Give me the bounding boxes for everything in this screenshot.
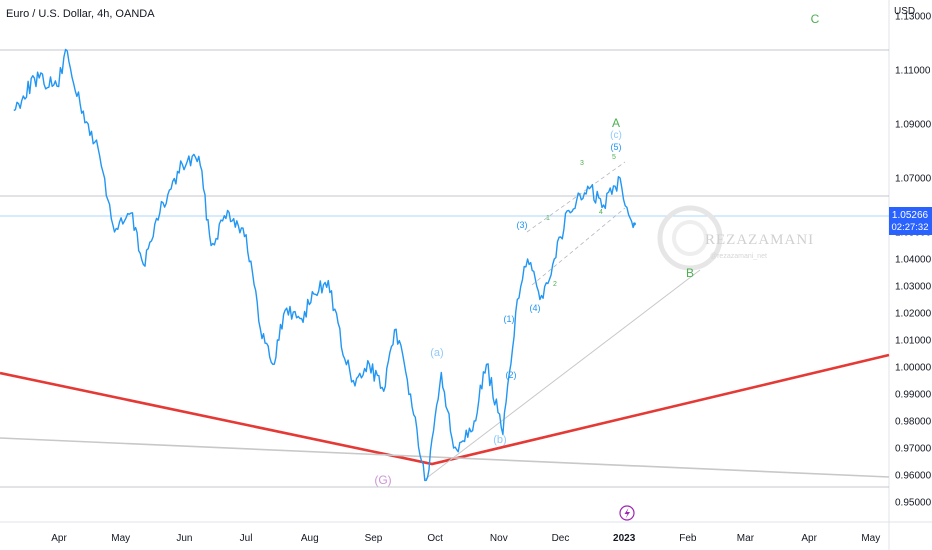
price-tick-label: 0.96000 xyxy=(895,471,932,482)
wave-label-4-paren: (4) xyxy=(530,303,541,313)
last-price-value: 1.05266 xyxy=(892,210,929,221)
time-tick-label: Feb xyxy=(679,533,697,544)
time-tick-label: Mar xyxy=(737,533,755,544)
plot-area xyxy=(0,0,889,522)
time-tick-label: Jul xyxy=(240,533,253,544)
wave-label-2-paren: (2) xyxy=(506,370,517,380)
wave-labels: A B C (G) (a) (b) (c) (1) (2) (3) (4) (5) 1 2 3 4 5 xyxy=(374,12,819,487)
watermark-logo: REZAZAMANI @rezazamani_net xyxy=(657,205,814,271)
wave-label-a: A xyxy=(612,116,620,130)
wave-label-4: 4 xyxy=(599,209,603,216)
time-tick-label: Sep xyxy=(365,533,383,544)
wave-label-1-paren: (1) xyxy=(504,314,515,324)
price-tick-label: 1.11000 xyxy=(895,66,931,77)
price-tick-label: 1.02000 xyxy=(895,309,932,320)
price-tick-label: 0.95000 xyxy=(895,498,932,509)
price-unit-label: USD xyxy=(894,6,915,17)
chart-title: Euro / U.S. Dollar, 4h, OANDA xyxy=(6,8,155,20)
wave-label-1: 1 xyxy=(546,215,550,222)
wave-label-5: 5 xyxy=(612,154,616,161)
watermark-ring xyxy=(657,205,723,271)
wave-label-5-paren: (5) xyxy=(611,142,622,152)
bar-countdown: 02:27:32 xyxy=(892,222,929,233)
wave-label-c: C xyxy=(811,12,820,26)
price-line xyxy=(13,48,636,482)
rising-support-line xyxy=(423,269,701,481)
wave-label-b: B xyxy=(686,266,694,280)
wave-label-g-paren: (G) xyxy=(374,473,391,487)
time-tick-label: Dec xyxy=(552,533,570,544)
price-tick-label: 1.01000 xyxy=(895,336,932,347)
price-tick-label: 1.13000 xyxy=(895,12,932,23)
time-tick-label: Apr xyxy=(51,533,67,544)
watermark-handle: @rezazamani_net xyxy=(710,253,767,260)
lightning-icon[interactable] xyxy=(619,505,635,521)
y-axis-ticks: USD1.130001.110001.090001.070001.050001.… xyxy=(894,6,932,509)
time-tick-label: Aug xyxy=(301,533,319,544)
wave-label-a-paren: (a) xyxy=(430,347,443,359)
wave-label-3-paren: (3) xyxy=(517,220,528,230)
wave-label-2: 2 xyxy=(553,281,557,288)
last-price-dot xyxy=(632,222,636,226)
channel-upper xyxy=(526,161,626,233)
red-trendline xyxy=(0,353,890,466)
wave-label-3: 3 xyxy=(580,160,584,167)
watermark-inner-ring xyxy=(672,220,708,256)
price-tick-label: 0.97000 xyxy=(895,444,932,455)
price-tick-label: 0.99000 xyxy=(895,390,932,401)
trendlines xyxy=(0,161,890,481)
watermark-brand: REZAZAMANI xyxy=(705,232,814,248)
price-tick-label: 1.04000 xyxy=(895,255,932,266)
x-axis-ticks: Apr May Jun Jul Aug Sep Oct Nov Dec 2023 Feb Mar Apr… xyxy=(51,505,880,544)
gray-trendline xyxy=(0,437,890,478)
last-price-badge xyxy=(889,207,932,235)
time-tick-label: May xyxy=(861,533,880,544)
time-tick-label: 2023 xyxy=(613,533,636,544)
channel-lower xyxy=(531,207,626,286)
time-tick-label: Oct xyxy=(427,533,443,544)
price-series[interactable] xyxy=(13,48,636,482)
time-tick-label: May xyxy=(111,533,130,544)
wave-label-b-paren: (b) xyxy=(493,434,506,446)
time-tick-label: Jun xyxy=(176,533,192,544)
time-tick-label: Nov xyxy=(490,533,508,544)
wave-label-c-paren: (c) xyxy=(610,130,622,141)
price-tick-label: 0.98000 xyxy=(895,417,932,428)
event-icon-bolt xyxy=(624,508,630,519)
price-tick-label: 1.09000 xyxy=(895,120,932,131)
price-tick-label: 1.07000 xyxy=(895,174,932,185)
time-tick-label: Apr xyxy=(801,533,817,544)
price-tick-label: 1.00000 xyxy=(895,363,932,374)
price-tick-label: 1.03000 xyxy=(895,282,932,293)
